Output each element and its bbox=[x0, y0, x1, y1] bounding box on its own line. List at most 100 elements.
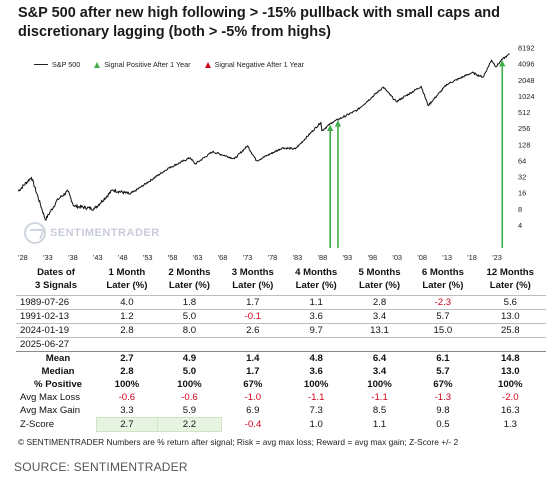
table-cell: 2.7 bbox=[95, 417, 159, 432]
header-line: Later (%) bbox=[168, 279, 210, 291]
table-cell: 4.0 bbox=[96, 295, 158, 310]
table-cell: 2.8 bbox=[96, 323, 158, 338]
header-line: 12 Months bbox=[486, 267, 534, 278]
header-line: 4 Months bbox=[295, 267, 338, 278]
header-line: Later (%) bbox=[489, 279, 531, 291]
signal-row: 1991-02-13 1.2 5.0 -0.1 3.6 3.4 5.7 13.0 bbox=[16, 309, 546, 324]
summary-row: Avg Max Gain 3.3 5.9 6.9 7.3 8.5 9.8 16.3 bbox=[16, 404, 546, 418]
table-cell: 67% bbox=[433, 379, 453, 390]
legend-label-positive: Signal Positive After 1 Year bbox=[104, 60, 191, 69]
table-cell: 1.1 bbox=[372, 419, 387, 430]
legend-item-sp500: S&P 500 bbox=[34, 60, 80, 69]
table-cell: 6.9 bbox=[246, 405, 260, 417]
x-tick-label: '73 bbox=[243, 253, 253, 262]
table-cell: 1.7 bbox=[221, 295, 285, 310]
green-triangle-icon bbox=[94, 61, 101, 68]
table-cell: 8.0 bbox=[157, 323, 222, 338]
table-cell: 3.6 bbox=[284, 309, 348, 324]
legend-label-sp500: S&P 500 bbox=[52, 60, 81, 69]
legend: S&P 500 Signal Positive After 1 Year Sig… bbox=[34, 60, 304, 69]
y-tick-label: 4096 bbox=[518, 60, 534, 69]
table-cell: 100% bbox=[367, 379, 392, 390]
signal-triangle-marker bbox=[499, 60, 506, 67]
table-cell: 1.7 bbox=[246, 366, 260, 377]
x-tick-label: '38 bbox=[68, 253, 78, 262]
y-tick-label: 128 bbox=[518, 140, 530, 149]
table-cell: 4.9 bbox=[157, 351, 222, 365]
table-cell: -2.0 bbox=[502, 392, 519, 403]
y-tick-label: 1024 bbox=[518, 92, 534, 101]
sentimentrader-watermark: SENTIMENTRADER bbox=[24, 222, 160, 244]
x-tick-label: '93 bbox=[343, 253, 353, 262]
y-tick-label: 32 bbox=[518, 173, 526, 182]
table-cell: 1.1 bbox=[284, 295, 348, 310]
header-horizon: 2 Months Later (%) bbox=[158, 266, 221, 296]
header-dates: Dates of 3 Signals bbox=[16, 266, 96, 296]
row-label: 1989-07-26 bbox=[16, 295, 96, 310]
table-cell: 3.3 bbox=[120, 405, 134, 416]
y-tick-label: 256 bbox=[518, 124, 530, 133]
chart-title: S&P 500 after new high following > -15% … bbox=[18, 5, 500, 40]
table-cell: -0.1 bbox=[221, 309, 285, 324]
summary-row: Avg Max Loss -0.6 -0.6 -1.0 -1.1 -1.1 -1.3 -2.0 bbox=[16, 391, 546, 404]
signal-row: 2025-06-27 bbox=[16, 337, 546, 352]
red-triangle-icon bbox=[204, 61, 211, 68]
y-tick-label: 64 bbox=[518, 156, 526, 165]
header-horizon: 1 Month Later (%) bbox=[96, 266, 158, 296]
signal-stats-table: Dates of 3 Signals 1 Month Later (%) 2 Month… bbox=[16, 266, 546, 432]
table-cell: 100% bbox=[303, 379, 329, 390]
table-cell: -0.6 bbox=[181, 392, 198, 403]
summary-row: Z-Score 2.7 2.2 -0.4 1.0 1.1 0.5 1.3 bbox=[16, 417, 546, 432]
table-cell: 9.7 bbox=[284, 323, 348, 338]
table-cell: 3.4 bbox=[347, 309, 412, 324]
table-cell: 1.2 bbox=[96, 309, 158, 324]
x-tick-label: '88 bbox=[318, 253, 328, 262]
table-cell: -1.3 bbox=[434, 392, 452, 403]
table-cell: 14.8 bbox=[474, 351, 546, 365]
header-line: 6 Months bbox=[421, 267, 464, 278]
table-cell: 9.8 bbox=[436, 405, 450, 417]
row-label: Avg Max Gain bbox=[20, 405, 81, 417]
header-line: Dates of bbox=[37, 267, 75, 278]
table-cell: 0.5 bbox=[436, 419, 450, 430]
table-cell: 16.3 bbox=[500, 405, 520, 417]
table-cell: 1.4 bbox=[221, 351, 285, 365]
row-label: 2024-01-19 bbox=[16, 323, 96, 338]
signal-triangle-marker bbox=[327, 125, 334, 132]
table-cell: 7.3 bbox=[309, 405, 323, 417]
sp500-chart: 8192 4096 2048 1024 512 256 128 64 32 16 8 4 '28 '33 '… bbox=[17, 44, 534, 262]
header-line: Later (%) bbox=[422, 279, 464, 291]
y-tick-label: 2048 bbox=[518, 76, 534, 85]
x-tick-label: '68 bbox=[218, 253, 228, 262]
table-cell bbox=[474, 337, 546, 352]
y-tick-label: 8 bbox=[518, 205, 522, 214]
x-tick-label: '78 bbox=[268, 253, 278, 262]
table-cell: 8.5 bbox=[372, 405, 387, 417]
table-cell: 100% bbox=[498, 379, 523, 390]
table-cell bbox=[284, 337, 348, 352]
table-cell: 25.8 bbox=[474, 323, 546, 338]
source-credit: SOURCE: SENTIMENTRADER bbox=[14, 460, 188, 474]
signal-triangle-marker bbox=[334, 120, 342, 127]
x-tick-label: '33 bbox=[43, 253, 53, 262]
y-tick-label: 16 bbox=[518, 189, 526, 198]
table-cell: 67% bbox=[243, 379, 263, 390]
header-line: 5 Months bbox=[358, 267, 401, 278]
x-tick-label: '28 bbox=[18, 253, 28, 262]
table-cell bbox=[96, 337, 158, 352]
row-label: Z-Score bbox=[20, 419, 55, 430]
x-tick-label: '83 bbox=[293, 253, 303, 262]
header-horizon: 6 Months Later (%) bbox=[411, 266, 474, 296]
table-cell: 5.7 bbox=[411, 309, 475, 324]
table-cell: 13.1 bbox=[347, 323, 412, 338]
summary-row: Mean 2.7 4.9 1.4 4.8 6.4 6.1 14.8 bbox=[16, 351, 546, 365]
signal-row: 1989-07-26 4.0 1.8 1.7 1.1 2.8 -2.3 5.6 bbox=[16, 295, 546, 310]
table-cell: 3.4 bbox=[372, 366, 387, 377]
table-cell: -1.1 bbox=[307, 392, 325, 403]
x-tick-label: '98 bbox=[367, 253, 377, 262]
x-tick-label: '58 bbox=[168, 253, 178, 262]
x-tick-label: '03 bbox=[392, 253, 402, 262]
header-line: Later (%) bbox=[232, 279, 274, 291]
x-tick-label: '08 bbox=[417, 253, 427, 262]
table-cell: 6.1 bbox=[411, 351, 475, 365]
